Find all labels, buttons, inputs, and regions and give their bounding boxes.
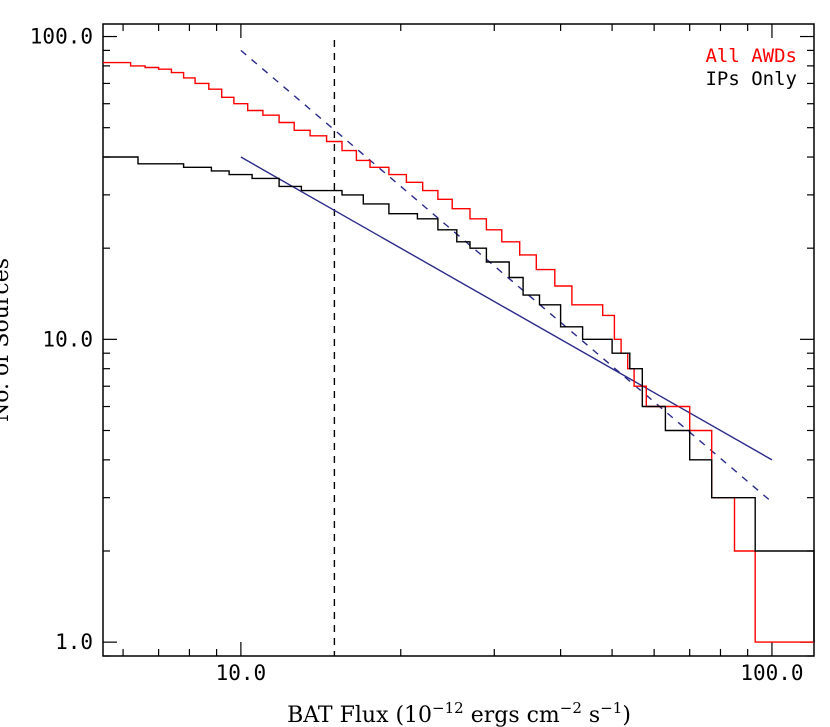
x-axis-label: BAT Flux (10−12 ergs cm−2 s−1) — [287, 699, 631, 727]
axis-ticks — [103, 24, 814, 657]
y-tick-label: 100.0 — [30, 25, 93, 49]
plot-frame — [102, 23, 815, 657]
y-axis-label: No. of Sources — [0, 258, 14, 422]
plot-area — [103, 40, 815, 656]
y-tick-label: 1.0 — [55, 630, 93, 654]
x-tick-label: 100.0 — [740, 661, 803, 685]
legend-entry: IPs Only — [705, 68, 797, 90]
legend-entry: All AWDs — [705, 45, 797, 67]
fit-line-dashed — [240, 49, 773, 503]
x-tick-label: 10.0 — [216, 661, 267, 685]
tick-labels: 10.0 100.0 1.0 10.0 100.0 — [30, 25, 804, 685]
fit-line-solid — [240, 156, 773, 461]
y-tick-label: 10.0 — [42, 327, 93, 351]
series-line — [103, 156, 815, 643]
series-line — [103, 61, 814, 643]
